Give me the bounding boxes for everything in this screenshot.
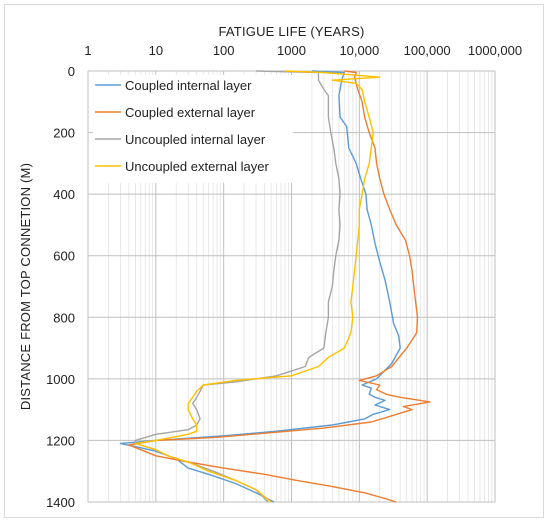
chart-frame: 1 10 100 1000 10,000 100,000 1000,000 0 200 400 6… [4, 4, 544, 518]
x-tick-label: 100 [213, 43, 235, 58]
fatigue-life-chart: 1 10 100 1000 10,000 100,000 1000,000 0 200 400 6… [18, 24, 522, 510]
legend-background [93, 75, 293, 183]
y-tick-label: 200 [53, 126, 75, 141]
x-tick-label: 1 [84, 43, 91, 58]
y-tick-label: 0 [68, 64, 75, 79]
legend-label: Coupled internal layer [125, 78, 252, 93]
y-tick-label: 600 [53, 249, 75, 264]
legend-label: Coupled external layer [125, 105, 256, 120]
series-line [128, 70, 431, 503]
x-tick-label: 100,000 [404, 43, 451, 58]
x-tick-label: 1000,000 [468, 43, 522, 58]
series-line [134, 70, 381, 503]
y-tick-labels: 0 200 400 600 800 1000 1200 1400 [46, 64, 75, 510]
y-tick-label: 800 [53, 310, 75, 325]
legend-label: Uncoupled internal layer [125, 132, 266, 147]
y-axis-title: DISTANCE FROM TOP CONNETION (M) [18, 163, 33, 410]
y-tick-label: 1200 [46, 433, 75, 448]
x-tick-label: 10 [149, 43, 163, 58]
legend: Coupled internal layer Coupled external l… [95, 78, 269, 174]
y-tick-label: 1000 [46, 372, 75, 387]
x-tick-label: 1000 [277, 43, 306, 58]
x-axis-title: FATIGUE LIFE (YEARS) [218, 24, 364, 39]
x-tick-labels: 1 10 100 1000 10,000 100,000 1000,000 [84, 43, 522, 58]
series-lines [119, 70, 431, 503]
y-tick-label: 400 [53, 187, 75, 202]
legend-label: Uncoupled external layer [125, 159, 269, 174]
y-tick-label: 1400 [46, 495, 75, 510]
x-tick-label: 10,000 [339, 43, 379, 58]
